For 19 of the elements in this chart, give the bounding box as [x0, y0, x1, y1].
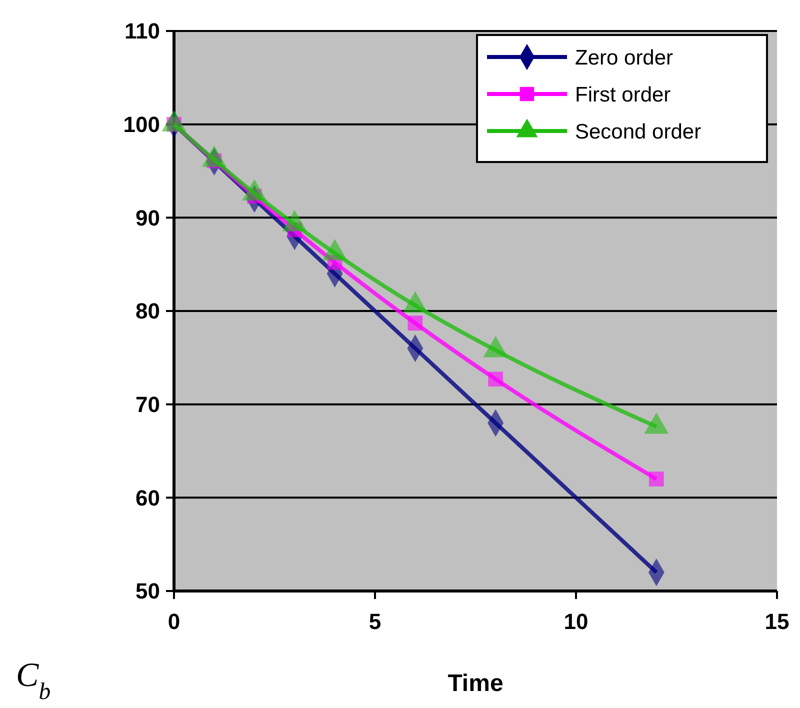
- y-tick-label: 70: [136, 392, 160, 418]
- legend-label: First order: [575, 83, 671, 106]
- x-tick-label: 5: [368, 609, 382, 634]
- y-tick-label: 50: [136, 578, 160, 604]
- x-tick-label: 15: [764, 609, 790, 634]
- point: [648, 472, 664, 486]
- y-tick-label: 80: [136, 298, 160, 324]
- y-tick-label: 110: [124, 18, 160, 44]
- y-tick-label: 100: [123, 112, 160, 138]
- y-tick-label: 60: [136, 485, 160, 510]
- legend-label: Second order: [575, 120, 702, 144]
- x-tick-label: 0: [168, 609, 180, 634]
- x-axis-title: Time: [448, 670, 504, 697]
- text: C$_{b}$: [16, 657, 51, 705]
- y-tick-label: 90: [136, 205, 160, 230]
- legend-label: Zero order: [575, 46, 674, 70]
- point: [488, 372, 504, 387]
- point: [408, 316, 423, 331]
- x-tick-label: 10: [564, 609, 588, 634]
